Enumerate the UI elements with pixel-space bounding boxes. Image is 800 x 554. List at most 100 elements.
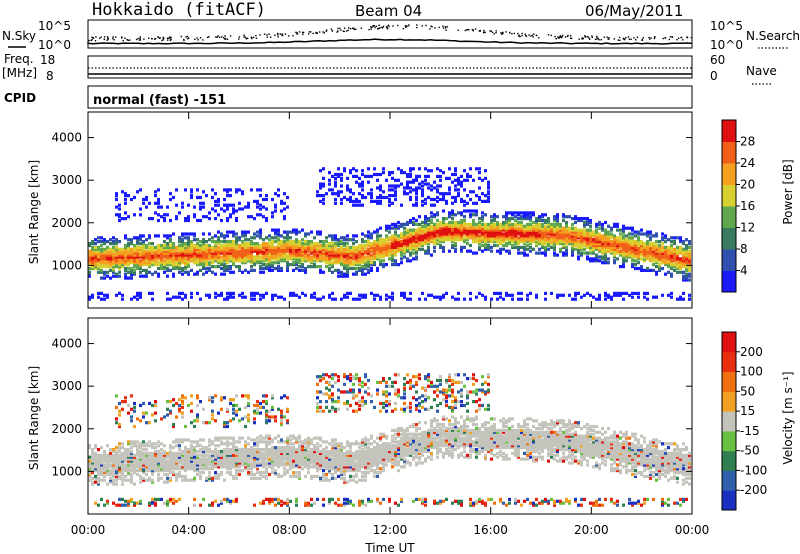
range-cell (115, 469, 118, 473)
range-cell (184, 451, 187, 455)
range-cell (481, 240, 484, 244)
range-cell (409, 197, 412, 202)
range-cell (118, 265, 121, 269)
range-cell (514, 226, 517, 230)
range-cell (184, 188, 187, 192)
noise-search-point (312, 32, 314, 35)
range-cell (130, 197, 133, 202)
range-cell (271, 263, 274, 267)
range-cell (118, 257, 121, 261)
range-cell (373, 257, 376, 261)
range-cell (481, 211, 484, 215)
range-cell (667, 247, 670, 251)
range-cell (298, 255, 301, 259)
noise-search-point (115, 36, 117, 38)
range-cell (610, 228, 613, 232)
range-cell (688, 253, 691, 257)
range-cell (424, 251, 427, 255)
range-cell (613, 259, 616, 263)
range-cell (652, 295, 655, 299)
range-cell (103, 251, 106, 255)
range-cell (196, 396, 199, 400)
range-cell (682, 297, 685, 301)
range-cell (292, 261, 295, 265)
range-cell (523, 234, 526, 238)
range-cell (133, 249, 136, 253)
range-cell (304, 245, 307, 249)
range-cell (340, 184, 343, 188)
range-cell (190, 444, 193, 448)
range-cell (157, 188, 160, 192)
range-cell (181, 249, 184, 253)
range-cell (601, 255, 604, 259)
range-cell (172, 253, 175, 257)
range-cell (121, 251, 124, 255)
range-cell (259, 261, 262, 265)
range-cell (373, 172, 376, 177)
range-cell (634, 263, 637, 267)
range-cell (181, 405, 184, 409)
range-cell (223, 497, 226, 501)
range-cell (124, 478, 127, 482)
range-cell (127, 472, 130, 477)
range-cell (211, 195, 214, 200)
range-cell (190, 194, 193, 198)
range-cell (424, 234, 427, 238)
range-cell (214, 453, 217, 457)
range-cell (367, 265, 370, 269)
range-cell (466, 236, 469, 240)
range-cell (112, 457, 115, 461)
range-cell (484, 222, 487, 226)
range-cell (208, 467, 211, 471)
range-cell (166, 451, 169, 455)
noise-search-point (112, 37, 114, 40)
range-cell (391, 171, 394, 175)
range-cell (151, 444, 154, 448)
noise-search-point (107, 37, 109, 40)
noise-search-point (353, 27, 355, 29)
range-cell (334, 261, 337, 265)
range-cell (511, 232, 514, 236)
range-cell (241, 242, 244, 246)
range-cell (451, 240, 454, 244)
range-cell (169, 499, 172, 503)
noise-search-point (166, 37, 169, 39)
range-cell (193, 424, 196, 429)
range-cell (118, 467, 121, 471)
range-cell (184, 293, 187, 297)
range-cell (142, 457, 145, 461)
range-cell (469, 213, 472, 217)
noise-search-point (153, 38, 156, 40)
range-cell (115, 421, 118, 425)
range-cell (178, 211, 181, 215)
range-cell (202, 449, 205, 454)
range-cell (340, 259, 343, 263)
range-cell (433, 215, 436, 219)
range-cell (133, 247, 136, 251)
range-cell (223, 457, 226, 461)
range-cell (151, 501, 154, 505)
range-cell (448, 192, 451, 196)
noise-search-point (183, 38, 185, 41)
range-cell (160, 467, 163, 471)
range-cell (247, 247, 250, 251)
range-cell (490, 222, 493, 226)
range-cell (229, 251, 232, 255)
range-cell (355, 297, 358, 301)
noise-search-point (642, 37, 644, 39)
range-cell (91, 467, 94, 471)
range-cell (175, 401, 178, 406)
range-cell (568, 293, 571, 297)
range-cell (424, 215, 427, 219)
range-cell (664, 247, 667, 251)
range-cell (439, 240, 442, 244)
noise-search-point (121, 37, 123, 39)
noise-search-point (474, 28, 477, 30)
range-cell (523, 253, 526, 257)
range-cell (88, 266, 91, 271)
range-cell (181, 459, 184, 463)
range-cell (88, 249, 91, 253)
range-cell (532, 220, 535, 225)
range-cell (610, 242, 613, 246)
range-cell (508, 240, 511, 244)
